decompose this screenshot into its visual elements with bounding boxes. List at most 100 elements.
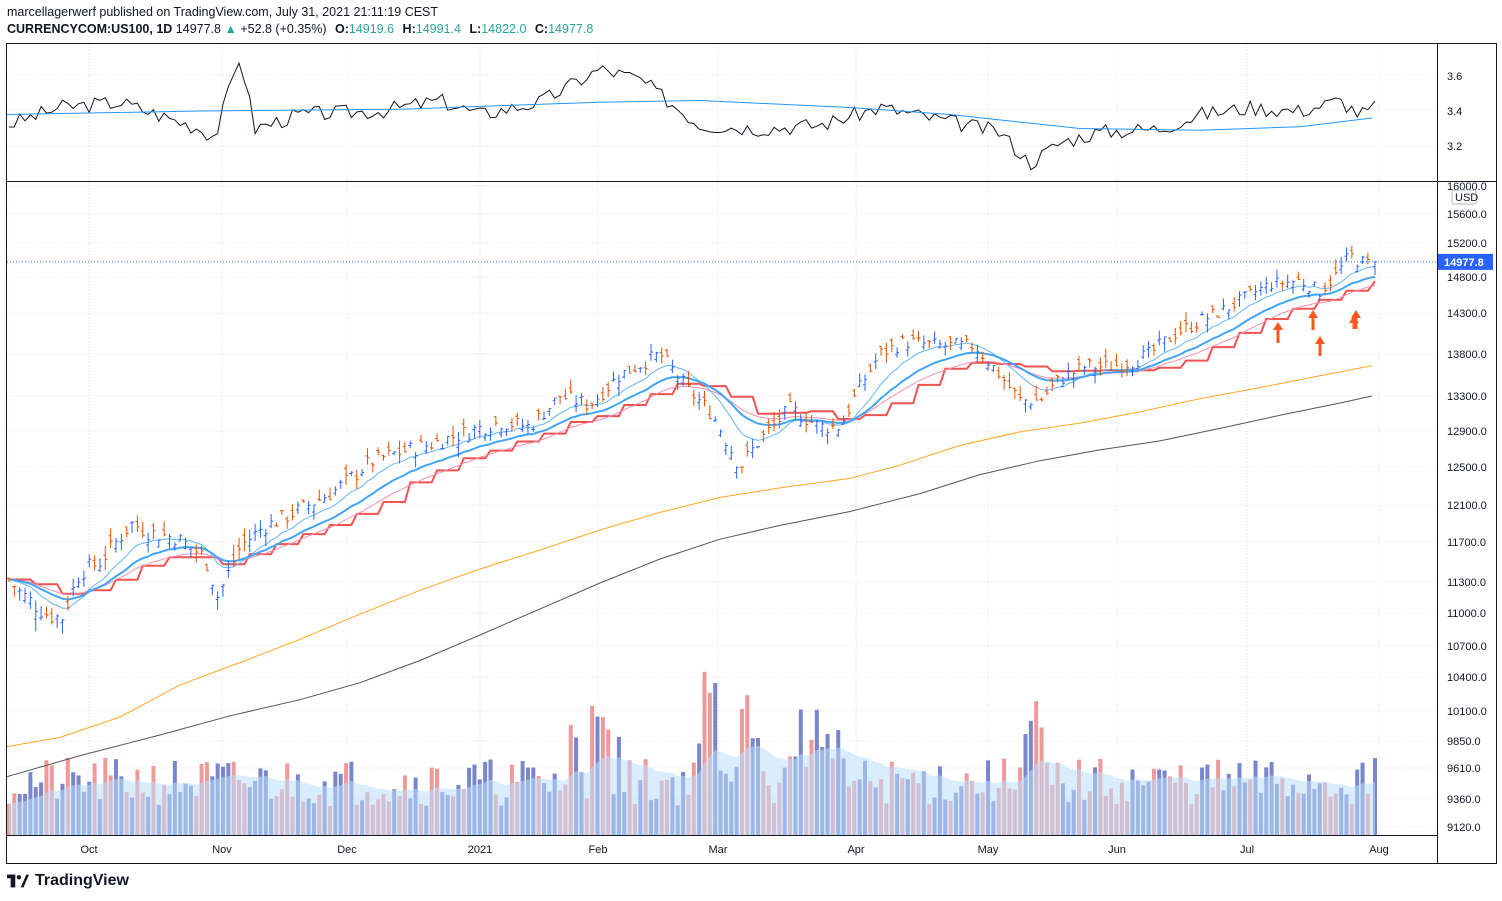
ohlc-bar — [793, 401, 798, 420]
ohlc-bar — [1360, 256, 1365, 264]
ohlc-bar — [60, 619, 65, 634]
ohlc-bar — [691, 389, 696, 406]
ohlc-bar — [558, 395, 563, 405]
oscillator-pane — [6, 61, 1376, 171]
price-tick-label: 12100.0 — [1447, 500, 1487, 512]
oscillator-tick-label: 3.4 — [1447, 106, 1462, 118]
ohlc-bar — [1114, 354, 1119, 367]
time-axis-label: Jun — [1108, 844, 1126, 856]
ohlc-bar — [900, 334, 905, 340]
ohlc-bar — [627, 365, 632, 374]
ohlc-bar — [814, 419, 819, 434]
ohlc-bar — [44, 606, 49, 619]
ohlc-bar — [531, 425, 536, 432]
ohlc-bar — [311, 504, 316, 520]
ohlc-bar — [1050, 378, 1055, 391]
ohlc-bar — [472, 424, 477, 439]
ohlc-bar — [167, 533, 172, 549]
ohlc-bar — [804, 411, 809, 433]
ohlc-bar — [1216, 315, 1221, 318]
price-tick-label: 9120.0 — [1447, 822, 1481, 834]
ohlc-bar — [146, 532, 151, 553]
ohlc-bar — [638, 367, 643, 373]
ema-fast-line — [8, 266, 1376, 609]
price-tick-label: 10400.0 — [1447, 672, 1487, 684]
ohlc-bar — [579, 392, 584, 406]
ohlc-bar — [210, 584, 215, 596]
ohlc-bar — [301, 499, 306, 503]
symbol-name[interactable]: CURRENCYCOM:US100, 1D — [7, 22, 173, 36]
price-tick-label: 14800.0 — [1447, 272, 1487, 284]
ohlc-bar — [1339, 256, 1344, 275]
price-change: +52.8 (+0.35%) — [240, 22, 327, 36]
ohlc-bar — [290, 504, 295, 521]
ohlc-bar — [600, 387, 605, 402]
ohlc-bar — [868, 363, 873, 373]
ohlc-bar — [1200, 311, 1205, 316]
ohlc-bar — [488, 427, 493, 441]
ohlc-bar — [349, 471, 354, 476]
ohlc-bar — [970, 342, 974, 354]
ohlc-bar — [461, 418, 466, 437]
ohlc-bar — [130, 521, 135, 534]
ohlc-bar — [306, 501, 311, 515]
ohlc-bar — [1007, 372, 1012, 389]
time-axis-label: Aug — [1369, 844, 1389, 856]
ohlc-bar — [937, 339, 942, 349]
ohlc-bar — [360, 469, 365, 477]
close-value: 14977.8 — [548, 22, 594, 36]
ohlc-bar — [156, 539, 161, 548]
ohlc-bar — [17, 587, 22, 601]
ohlc-bar — [702, 390, 707, 407]
ohlc-bar — [1119, 363, 1124, 378]
ohlc-bar — [921, 335, 926, 350]
ohlc-bar — [750, 438, 755, 459]
ohlc-bar — [1269, 282, 1274, 293]
up-arrow-icon — [1315, 336, 1325, 356]
ohlc-bar — [119, 533, 124, 551]
ohlc-bar — [1226, 309, 1231, 320]
ohlc-bar — [354, 469, 359, 490]
ohlc-bar — [1071, 372, 1076, 388]
price-tick-label: 10100.0 — [1447, 706, 1487, 718]
ema-slow-line — [8, 275, 1376, 601]
ohlc-bar — [376, 447, 381, 456]
ohlc-bar — [285, 516, 290, 529]
up-arrow-icon — [1349, 315, 1359, 329]
ohlc-bar — [253, 523, 258, 541]
ohlc-bar — [697, 392, 702, 410]
ohlc-bar — [911, 329, 916, 340]
ohlc-bar — [1135, 360, 1140, 370]
ohlc-bar — [151, 522, 156, 540]
up-arrow-icon — [1308, 310, 1318, 330]
tradingview-brand[interactable]: TradingView — [7, 872, 129, 890]
ohlc-bar — [221, 583, 225, 597]
ohlc-bar — [1173, 327, 1178, 345]
ohlc-bar — [1291, 280, 1295, 294]
ohlc-bar — [670, 359, 675, 373]
ohlc-bar — [745, 441, 750, 457]
ohlc-bar — [654, 351, 659, 363]
ohlc-bar — [215, 591, 220, 610]
publisher-line: marcellagerwerf published on TradingView… — [7, 5, 439, 19]
time-axis-label: Jul — [1240, 844, 1254, 856]
ohlc-bar — [1296, 271, 1301, 281]
ohlc-bar — [204, 563, 209, 572]
ohlc-bar — [959, 337, 964, 351]
ohlc-bar — [493, 415, 498, 427]
price-tick-label: 11300.0 — [1447, 577, 1486, 589]
tradingview-logo-icon — [7, 874, 29, 888]
ohlc-bar — [809, 415, 814, 424]
ohlc-bar — [1301, 278, 1306, 292]
ohlc-bar — [55, 614, 60, 629]
symbol-ohlc-line: CURRENCYCOM:US100, 1D 14977.8 ▲ +52.8 (+… — [7, 22, 593, 36]
high-label: H: — [402, 22, 416, 36]
oscillator-ma-line — [6, 99, 1373, 131]
ohlc-bar — [681, 373, 686, 386]
ohlc-bar — [616, 374, 621, 397]
ohlc-bar — [392, 451, 397, 456]
ohlc-bar — [23, 587, 28, 604]
ohlc-bars — [7, 245, 1377, 634]
ohlc-bar — [1093, 366, 1098, 384]
